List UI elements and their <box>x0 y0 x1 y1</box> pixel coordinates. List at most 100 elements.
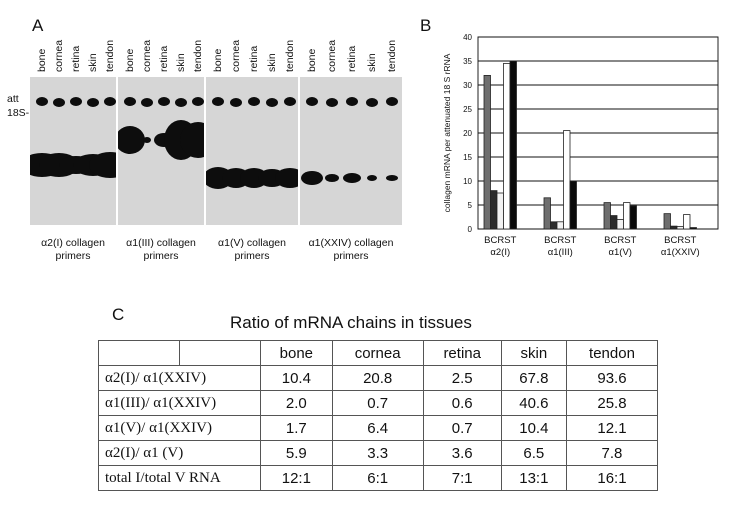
table-cell: 12:1 <box>260 465 333 491</box>
gel-band-product <box>343 173 361 183</box>
lane-label: skin <box>87 53 99 72</box>
bar <box>563 130 571 230</box>
y-axis-label: collagen mRNA per attenuated 18 S rRNA <box>442 53 452 212</box>
column-header: tendon <box>565 340 659 366</box>
table-cell: 20.8 <box>331 365 424 391</box>
gel-band-18s <box>70 97 82 106</box>
y-tick-label: 30 <box>463 81 472 90</box>
lane-label: retina <box>346 45 358 72</box>
primer-caption: α1(XXIV) collagen primers <box>292 237 410 263</box>
lane-label: cornea <box>141 39 153 72</box>
bar <box>543 197 551 230</box>
gel-band-product <box>386 175 398 181</box>
ratio-table: bone cornea retina skin tendon α2(I)/ α1… <box>98 340 659 491</box>
panel-c-letter: C <box>112 305 125 324</box>
y-tick-label: 20 <box>463 129 472 138</box>
y-tick-label: 40 <box>463 33 472 42</box>
y-tick-label: 35 <box>463 57 472 66</box>
lane-label: skin <box>266 53 278 72</box>
bar-chart: 0 5 10 15 20 25 30 35 40 collagen mRNA per attenu… <box>442 33 719 258</box>
table-cell: 3.3 <box>331 440 424 466</box>
primer-caption-line2: primers <box>143 250 179 262</box>
table-header-row: bone cornea retina skin tendon <box>98 340 659 366</box>
table-cell: 10.4 <box>500 415 567 441</box>
gel-strip <box>300 77 402 225</box>
lane-label: cornea <box>53 39 65 72</box>
bar <box>689 227 697 230</box>
primer-caption-line1: α1(V) collagen <box>218 237 286 249</box>
gel-band-18s <box>192 97 204 106</box>
gel-band-product <box>325 174 339 182</box>
gel-band-18s <box>230 98 242 107</box>
gel-band-product <box>301 171 323 185</box>
row-label: α1(V)/ α1(XXIV) <box>98 415 261 441</box>
bar <box>503 63 511 230</box>
lane-label: retina <box>70 45 82 72</box>
x-tick-label-sub: α1(V) <box>609 247 632 258</box>
table-cell: 3.6 <box>422 440 502 466</box>
bar <box>490 190 498 230</box>
bar <box>569 180 577 230</box>
primer-caption-line1: α1(III) collagen <box>126 237 196 249</box>
gel-band-18s <box>326 98 338 107</box>
bar <box>556 221 564 230</box>
table-cell: 6.5 <box>500 440 567 466</box>
x-tick-label-sub: α2(I) <box>490 247 510 258</box>
bar <box>616 218 624 230</box>
marker-18s-label: 18S- <box>7 107 30 119</box>
marker-att-label: att <box>7 93 19 105</box>
bar <box>623 202 631 230</box>
gel-band-product <box>89 152 116 178</box>
table-row: α1(III)/ α1(XXIV) 2.0 0.7 0.6 40.6 25.8 <box>98 390 659 416</box>
table-cell: 93.6 <box>565 365 659 391</box>
gel-strip <box>30 77 116 225</box>
bar <box>683 214 691 230</box>
table-cell: 0.6 <box>422 390 502 416</box>
lane-label: bone <box>212 48 224 72</box>
y-tick-label: 0 <box>468 225 473 234</box>
x-tick-label: BCRST <box>604 235 636 246</box>
table-cell: 2.0 <box>260 390 333 416</box>
table-cell: 10.4 <box>260 365 333 391</box>
gel-band-18s <box>36 97 48 106</box>
gel-band-product <box>367 175 377 181</box>
gel-band-18s <box>175 98 187 107</box>
row-label: α2(I)/ α1 (V) <box>98 440 261 466</box>
bar <box>509 60 517 230</box>
gel-strip <box>118 77 204 225</box>
table-cell: 6:1 <box>331 465 424 491</box>
table-cell: 0.7 <box>331 390 424 416</box>
primer-caption: α2(I) collagen primers <box>22 237 124 263</box>
primer-caption-line1: α1(XXIV) collagen <box>308 237 394 249</box>
gel-band-18s <box>266 98 278 107</box>
table-cell: 40.6 <box>500 390 567 416</box>
panel-b-letter: B <box>420 16 432 35</box>
table-cell: 5.9 <box>260 440 333 466</box>
x-tick-label: BCRST <box>484 235 516 246</box>
lane-label: bone <box>36 48 48 72</box>
bar <box>483 75 491 230</box>
x-tick-label-sub: α1(III) <box>548 247 573 258</box>
lane-label: bone <box>124 48 136 72</box>
table-cell: 1.7 <box>260 415 333 441</box>
gel-band-18s <box>366 98 378 107</box>
primer-caption: α1(V) collagen primers <box>198 237 306 263</box>
gel-band-18s <box>87 98 99 107</box>
gel-band-18s <box>306 97 318 106</box>
gel-band-18s <box>53 98 65 107</box>
y-tick-label: 10 <box>463 177 472 186</box>
gel-strip <box>206 77 298 225</box>
gel-band-18s <box>284 97 296 106</box>
y-tick-label: 15 <box>463 153 472 162</box>
primer-caption-line2: primers <box>333 250 369 262</box>
column-header: cornea <box>331 340 424 366</box>
lane-label: tendon <box>386 39 398 72</box>
gel-band-product <box>275 168 298 188</box>
gel-band-18s <box>386 97 398 106</box>
gel-band-18s <box>346 97 358 106</box>
lane-label: bone <box>306 48 318 72</box>
lane-label: skin <box>175 53 187 72</box>
table-cell: 16:1 <box>565 465 659 491</box>
column-header: bone <box>260 340 333 366</box>
x-tick-label: BCRST <box>664 235 696 246</box>
